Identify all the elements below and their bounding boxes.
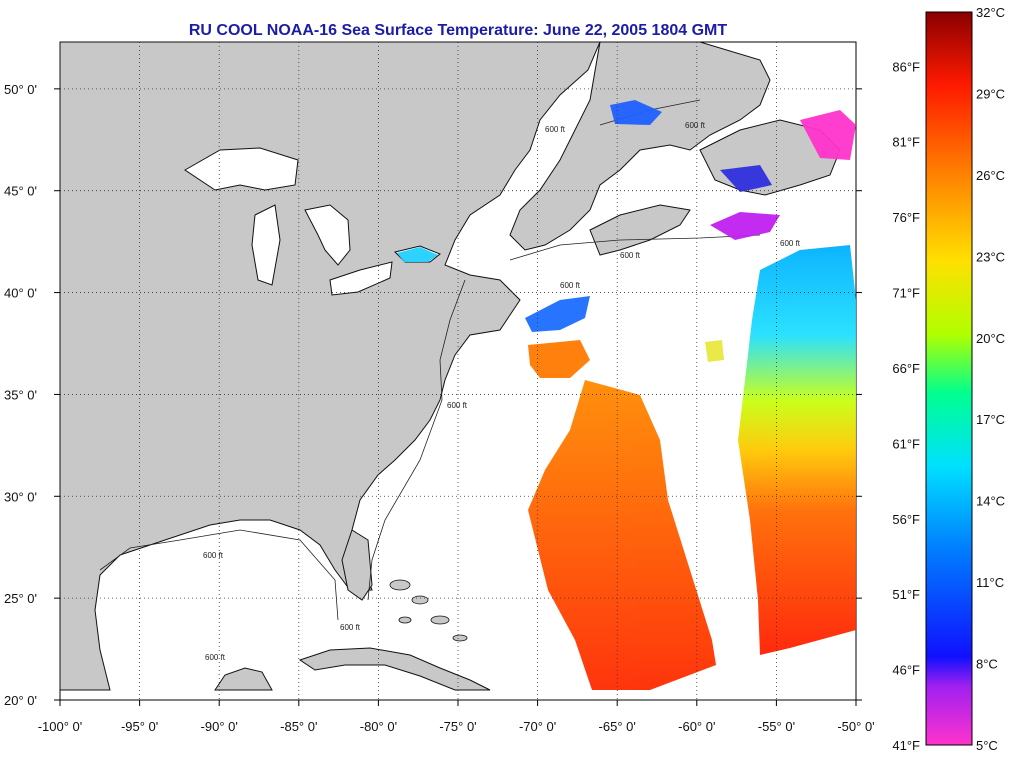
colorbar-fahrenheit-label: 76°F bbox=[892, 210, 920, 225]
sst-swath-west bbox=[528, 380, 716, 690]
contour-label: 600 ft bbox=[545, 125, 566, 134]
nova-scotia bbox=[589, 204, 691, 256]
lon-tick-labels: -100° 0' -95° 0' -90° 0' -85° 0' -80° 0' -75°… bbox=[38, 700, 875, 734]
map-title: RU COOL NOAA-16 Sea Surface Temperature:… bbox=[188, 22, 728, 39]
lat-tick-label: 30° 0' bbox=[4, 489, 37, 504]
colorbar-celsius-label: 23°C bbox=[976, 249, 1005, 264]
lat-tick-labels: 50° 0' 45° 0' 40° 0' 35° 0' 30° 0' 25° 0' 20° … bbox=[4, 82, 862, 708]
colorbar-celsius-label: 11°C bbox=[976, 575, 1004, 590]
colorbar bbox=[925, 11, 973, 746]
lon-tick-label: -65° 0' bbox=[599, 719, 636, 734]
colorbar-celsius-label: 29°C bbox=[976, 86, 1005, 101]
lon-tick-label: -60° 0' bbox=[678, 719, 715, 734]
lat-tick-label: 40° 0' bbox=[4, 286, 37, 301]
lon-tick-label: -75° 0' bbox=[439, 719, 476, 734]
cuba bbox=[298, 647, 491, 691]
lon-tick-label: -80° 0' bbox=[360, 719, 397, 734]
colorbar-fahrenheit-labels: 86°F 81°F 76°F 71°F 66°F 61°F 56°F 51°F 46°F 41°F bbox=[892, 59, 920, 753]
sst-patch-lake-ontario bbox=[397, 247, 438, 262]
lon-tick-label: -85° 0' bbox=[280, 719, 317, 734]
contour-label: 600 ft bbox=[203, 551, 224, 560]
florida bbox=[341, 529, 373, 601]
contour-label: 600 ft bbox=[685, 121, 706, 130]
colorbar-fahrenheit-label: 51°F bbox=[892, 587, 920, 602]
colorbar-celsius-label: 20°C bbox=[976, 331, 1005, 346]
colorbar-fahrenheit-label: 66°F bbox=[892, 361, 920, 376]
lon-tick-label: -55° 0' bbox=[758, 719, 795, 734]
sst-patch-stlawrence bbox=[610, 100, 662, 125]
sst-patch-gulf-maine bbox=[525, 296, 590, 332]
lon-tick-label: -50° 0' bbox=[837, 719, 874, 734]
lat-tick-label: 35° 0' bbox=[4, 387, 37, 402]
lon-tick-label: -70° 0' bbox=[519, 719, 556, 734]
colorbar-fahrenheit-label: 81°F bbox=[892, 135, 920, 150]
yucatan bbox=[214, 667, 273, 691]
colorbar-celsius-label: 5°C bbox=[976, 738, 998, 753]
contour-labels: 600 ft 600 ft 600 ft 600 ft 600 ft 600 f… bbox=[203, 121, 801, 662]
lon-tick-label: -95° 0' bbox=[121, 719, 158, 734]
contour-label: 600 ft bbox=[447, 401, 468, 410]
sst-swath-east bbox=[738, 245, 856, 655]
colorbar-celsius-label: 17°C bbox=[976, 412, 1005, 427]
lat-tick-label: 20° 0' bbox=[4, 693, 37, 708]
colorbar-fahrenheit-label: 56°F bbox=[892, 512, 920, 527]
sst-patch-labrador bbox=[720, 165, 772, 192]
colorbar-celsius-label: 32°C bbox=[976, 5, 1005, 20]
sst-data-swaths bbox=[397, 100, 856, 690]
colorbar-celsius-label: 14°C bbox=[976, 494, 1005, 509]
sst-patch-north bbox=[528, 340, 590, 378]
colorbar-celsius-label: 26°C bbox=[976, 168, 1005, 183]
sst-patch-yellow-n bbox=[705, 340, 724, 362]
contour-label: 600 ft bbox=[560, 281, 581, 290]
colorbar-fahrenheit-label: 46°F bbox=[892, 663, 920, 678]
land-masses bbox=[59, 41, 841, 691]
colorbar-fahrenheit-label: 61°F bbox=[892, 436, 920, 451]
sst-patch-scotian bbox=[710, 212, 780, 240]
lat-tick-label: 45° 0' bbox=[4, 184, 37, 199]
lon-tick-label: -100° 0' bbox=[38, 719, 83, 734]
colorbar-fahrenheit-label: 41°F bbox=[892, 738, 920, 753]
bahamas bbox=[389, 579, 468, 642]
colorbar-celsius-labels: 32°C 29°C 26°C 23°C 20°C 17°C 14°C 11°C 8°C 5°C bbox=[976, 5, 1005, 753]
sst-patch-newfoundland bbox=[800, 110, 856, 160]
contour-label: 600 ft bbox=[340, 623, 361, 632]
colorbar-fahrenheit-label: 71°F bbox=[892, 286, 920, 301]
colorbar-celsius-label: 8°C bbox=[976, 657, 998, 672]
great-lakes bbox=[184, 147, 441, 296]
lat-tick-label: 50° 0' bbox=[4, 82, 37, 97]
colorbar-fahrenheit-label: 86°F bbox=[892, 59, 920, 74]
contour-label: 600 ft bbox=[205, 653, 226, 662]
contour-label: 600 ft bbox=[620, 251, 641, 260]
contour-label: 600 ft bbox=[780, 239, 801, 248]
lon-tick-label: -90° 0' bbox=[201, 719, 238, 734]
lat-tick-label: 25° 0' bbox=[4, 591, 37, 606]
lat-lon-grid bbox=[60, 42, 856, 700]
atlantic-canada bbox=[509, 41, 771, 251]
